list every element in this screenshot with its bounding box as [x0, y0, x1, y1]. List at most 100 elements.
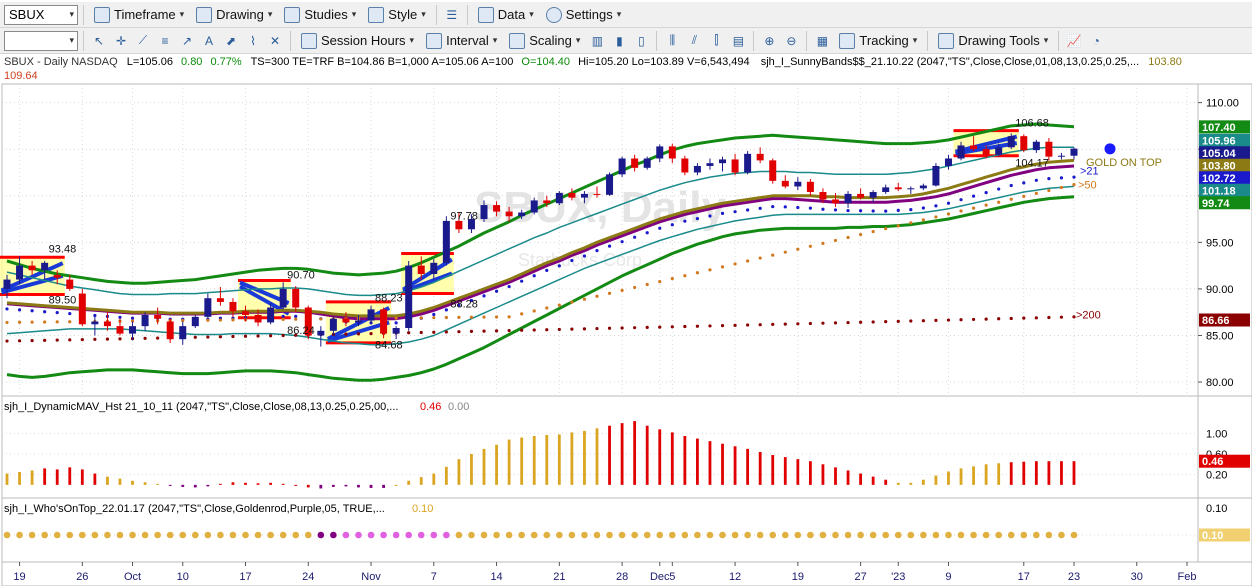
- volume-bars-icon[interactable]: ⫼: [669, 33, 676, 47]
- symbol-input[interactable]: SBUX ▾: [4, 4, 78, 25]
- text-tool-icon[interactable]: A: [204, 33, 213, 48]
- ma21-dot: [758, 206, 762, 210]
- ma50-dot: [984, 203, 988, 207]
- ma50-dot: [130, 319, 135, 323]
- delete-drawing-icon[interactable]: ✕: [269, 33, 281, 48]
- histogram-bar: [256, 483, 260, 485]
- candle-body: [430, 262, 438, 274]
- grid-icon[interactable]: ▦: [816, 33, 829, 48]
- candle-body: [618, 158, 626, 175]
- ma200-dot: [545, 328, 549, 332]
- ma200-dot: [921, 319, 925, 323]
- tracking-button[interactable]: Tracking ▾: [834, 30, 922, 52]
- pattern-arrow: [955, 134, 1018, 154]
- ma200-dot: [557, 327, 561, 332]
- whos-on-top-dot: [957, 531, 965, 539]
- interval-button[interactable]: Interval ▾: [421, 30, 502, 52]
- crosshair-icon[interactable]: ✛: [115, 33, 127, 48]
- ma21-dot: [294, 314, 298, 318]
- zoom-out-icon[interactable]: ⊖: [786, 33, 797, 48]
- ma21-dot: [846, 208, 850, 213]
- workspace-select[interactable]: ▾: [4, 30, 78, 51]
- header-study-value: 103.80: [1148, 56, 1182, 68]
- whos-on-top-dot: [819, 531, 827, 539]
- candle-hollow-icon[interactable]: ▯: [638, 33, 645, 48]
- trendline-icon[interactable]: ⟋: [138, 33, 148, 47]
- cursor-icon[interactable]: ↖: [93, 33, 105, 48]
- screen-icon[interactable]: ▤: [732, 33, 745, 48]
- session-hours-button[interactable]: Session Hours ▾: [296, 30, 419, 52]
- ma200-dot: [645, 325, 649, 329]
- ma21-dot: [821, 207, 825, 211]
- style-button[interactable]: Style ▾: [363, 4, 430, 26]
- histogram-bar: [432, 473, 436, 485]
- compress-bars-icon[interactable]: ⫽: [691, 33, 698, 47]
- ma200-dot: [570, 327, 574, 331]
- whos-on-top-dot: [970, 531, 977, 539]
- histogram-bar: [746, 448, 750, 485]
- header-open: O=104.40: [521, 56, 570, 68]
- x-tick-label: 9: [945, 571, 951, 583]
- ma21-dot: [1009, 183, 1013, 188]
- scaling-button[interactable]: Scaling ▾: [504, 30, 585, 52]
- data-button[interactable]: Data ▾: [473, 4, 539, 26]
- whos-on-top-dot: [229, 531, 237, 539]
- histogram-bar: [131, 480, 134, 485]
- candle-body: [957, 145, 965, 159]
- bar-chart-icon[interactable]: ▥: [591, 33, 604, 48]
- whos-on-top-dot: [355, 531, 362, 539]
- ma21-dot: [532, 274, 536, 278]
- candle-chart-icon[interactable]: ▮: [616, 33, 623, 48]
- chevron-down-icon[interactable]: ▾: [69, 34, 74, 45]
- price-axis-value-label: 101.18: [1202, 185, 1236, 197]
- whos-on-top-dot: [869, 531, 877, 539]
- settings-button[interactable]: Settings ▾: [541, 4, 627, 26]
- whos-on-top-dot: [367, 531, 375, 539]
- histogram-bar: [444, 466, 448, 485]
- price-chart[interactable]: SBUX - Daily NASDAQ L=105.06 0.80 0.77% …: [0, 54, 1252, 586]
- chart-toolbar: ▾ ↖ ✛ ⟋ ≡ ↗ A ⬈ ⌇ ✕ Session Hours ▾ Inter…: [0, 28, 1252, 54]
- histogram-bar: [43, 468, 47, 485]
- zoom-in-icon[interactable]: ⊕: [764, 33, 775, 48]
- pattern-icon[interactable]: ⌇: [250, 33, 256, 48]
- ray-icon[interactable]: ↗: [181, 33, 193, 48]
- histogram-bar: [407, 480, 411, 485]
- x-tick-label: 30: [1131, 571, 1143, 583]
- fib-icon[interactable]: ≡: [161, 33, 169, 48]
- timeframe-button[interactable]: Timeframe ▾: [89, 4, 189, 26]
- candle-body: [1020, 136, 1028, 151]
- ma200-dot: [733, 323, 737, 327]
- price-axis-value-label: 103.80: [1202, 160, 1236, 172]
- trend-chart-icon[interactable]: 📈: [1066, 33, 1082, 48]
- chevron-down-icon[interactable]: ▾: [69, 8, 74, 19]
- swing-label: 86.24: [287, 325, 315, 337]
- expand-bars-icon[interactable]: ⫿: [714, 33, 719, 47]
- studies-button[interactable]: Studies ▾: [279, 4, 361, 26]
- ma21-dot: [984, 190, 988, 195]
- candle-body: [518, 212, 526, 217]
- ma200-dot: [369, 332, 373, 336]
- candle-body: [78, 293, 86, 325]
- arrow-tool-icon[interactable]: ⬈: [225, 33, 237, 48]
- x-tick-label: 12: [729, 571, 741, 583]
- whos-on-top-dot: [41, 531, 48, 539]
- layout-icon[interactable]: ☰: [446, 7, 458, 22]
- ma50-dot: [607, 291, 612, 295]
- ma21-dot: [620, 240, 624, 244]
- whos-on-top-dot: [392, 531, 400, 539]
- histogram-pane: sjh_I_DynamicMAV_Hst 21_10_11 (2047,"TS"…: [1, 395, 1252, 499]
- swing-label: 84.68: [375, 339, 403, 351]
- scaling-label: Scaling: [529, 33, 572, 48]
- ma200-dot: [808, 321, 812, 326]
- ma200-dot: [419, 330, 423, 335]
- ma50-dot: [884, 227, 888, 231]
- candle-body: [380, 309, 388, 334]
- drawing-button[interactable]: Drawing ▾: [191, 4, 277, 26]
- drawing-tools-button[interactable]: Drawing Tools ▾: [933, 30, 1053, 52]
- analysis-icon[interactable]: ◔: [1092, 33, 1100, 48]
- whos-on-top-dot: [794, 531, 802, 539]
- histogram-bar: [859, 473, 862, 485]
- ma50-dot: [469, 315, 474, 319]
- whos-on-top-dot: [317, 531, 325, 539]
- ma50-dot: [30, 320, 34, 324]
